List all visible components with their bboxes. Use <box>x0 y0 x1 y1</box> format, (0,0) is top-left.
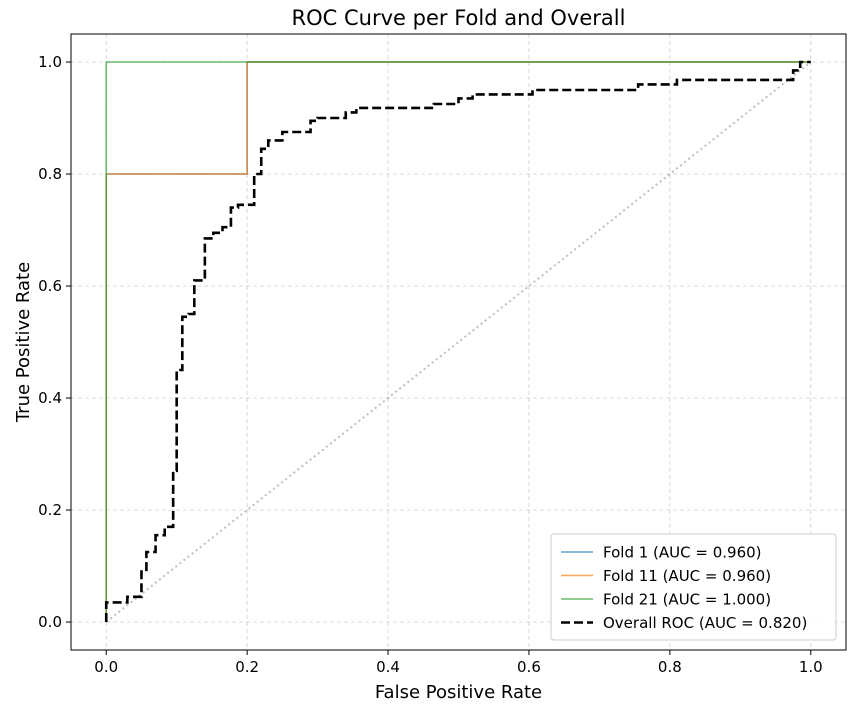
legend-label: Fold 1 (AUC = 0.960) <box>603 544 762 562</box>
x-tick-label: 1.0 <box>799 658 823 676</box>
y-tick-label: 0.0 <box>38 613 62 631</box>
y-tick-label: 0.4 <box>38 389 62 407</box>
y-axis-title: True Positive Rate <box>13 262 34 423</box>
legend: Fold 1 (AUC = 0.960) Fold 11 (AUC = 0.960… <box>550 533 837 641</box>
x-tick-label: 0.2 <box>235 658 259 676</box>
legend-box <box>550 533 837 641</box>
series-line-chance-diagonal <box>105 61 812 623</box>
x-tick-label: 0.8 <box>658 658 682 676</box>
x-tick-label: 0.0 <box>94 658 118 676</box>
plot-frame <box>70 33 847 651</box>
series-line-fold-21 <box>105 61 811 622</box>
chart-title: ROC Curve per Fold and Overall <box>292 6 626 30</box>
y-tick-label: 0.6 <box>38 277 62 295</box>
axis-ticks: 0.0 0.2 0.4 0.6 0.8 1.0 0.0 0.2 0.4 0.6 0.8 1.0 <box>38 53 823 676</box>
y-tick-label: 1.0 <box>38 53 62 71</box>
x-tick-label: 0.4 <box>376 658 400 676</box>
legend-label: Overall ROC (AUC = 0.820) <box>603 614 807 632</box>
legend-label: Fold 11 (AUC = 0.960) <box>603 567 771 585</box>
series-line-overall-roc <box>104 60 811 622</box>
x-axis-title: False Positive Rate <box>375 682 542 703</box>
x-tick-label: 0.6 <box>517 658 541 676</box>
legend-label: Fold 21 (AUC = 1.000) <box>603 591 771 609</box>
y-tick-label: 0.2 <box>38 501 62 519</box>
y-tick-label: 0.8 <box>38 165 62 183</box>
series-layer <box>104 60 812 623</box>
